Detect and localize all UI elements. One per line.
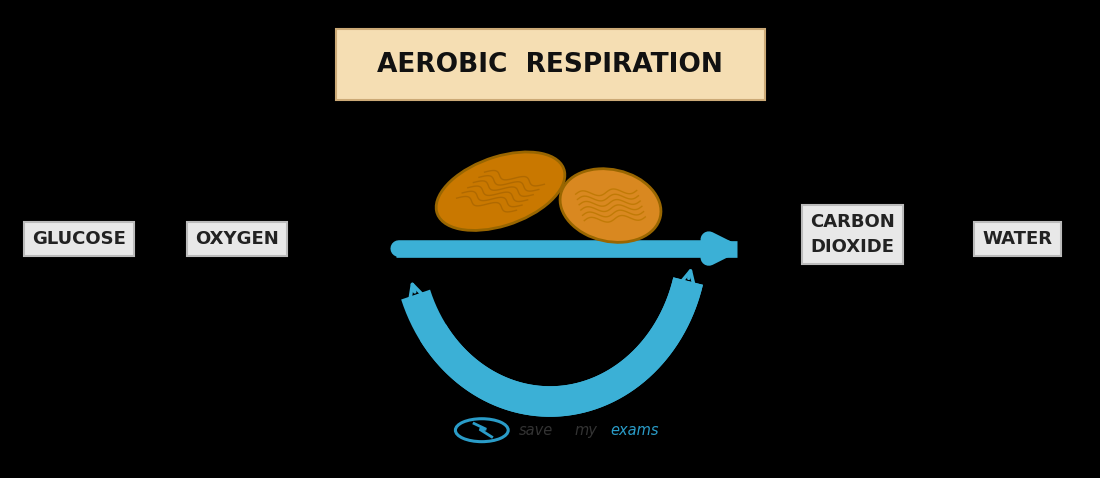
FancyBboxPatch shape xyxy=(336,29,764,100)
Ellipse shape xyxy=(437,152,564,230)
Text: save: save xyxy=(519,423,553,438)
Text: AEROBIC  RESPIRATION: AEROBIC RESPIRATION xyxy=(377,52,723,77)
Text: OXYGEN: OXYGEN xyxy=(195,230,278,248)
Ellipse shape xyxy=(560,169,661,242)
Text: GLUCOSE: GLUCOSE xyxy=(32,230,127,248)
Text: CARBON
DIOXIDE: CARBON DIOXIDE xyxy=(810,213,895,256)
Text: WATER: WATER xyxy=(982,230,1053,248)
Text: my: my xyxy=(574,423,597,438)
Text: exams: exams xyxy=(610,423,659,438)
